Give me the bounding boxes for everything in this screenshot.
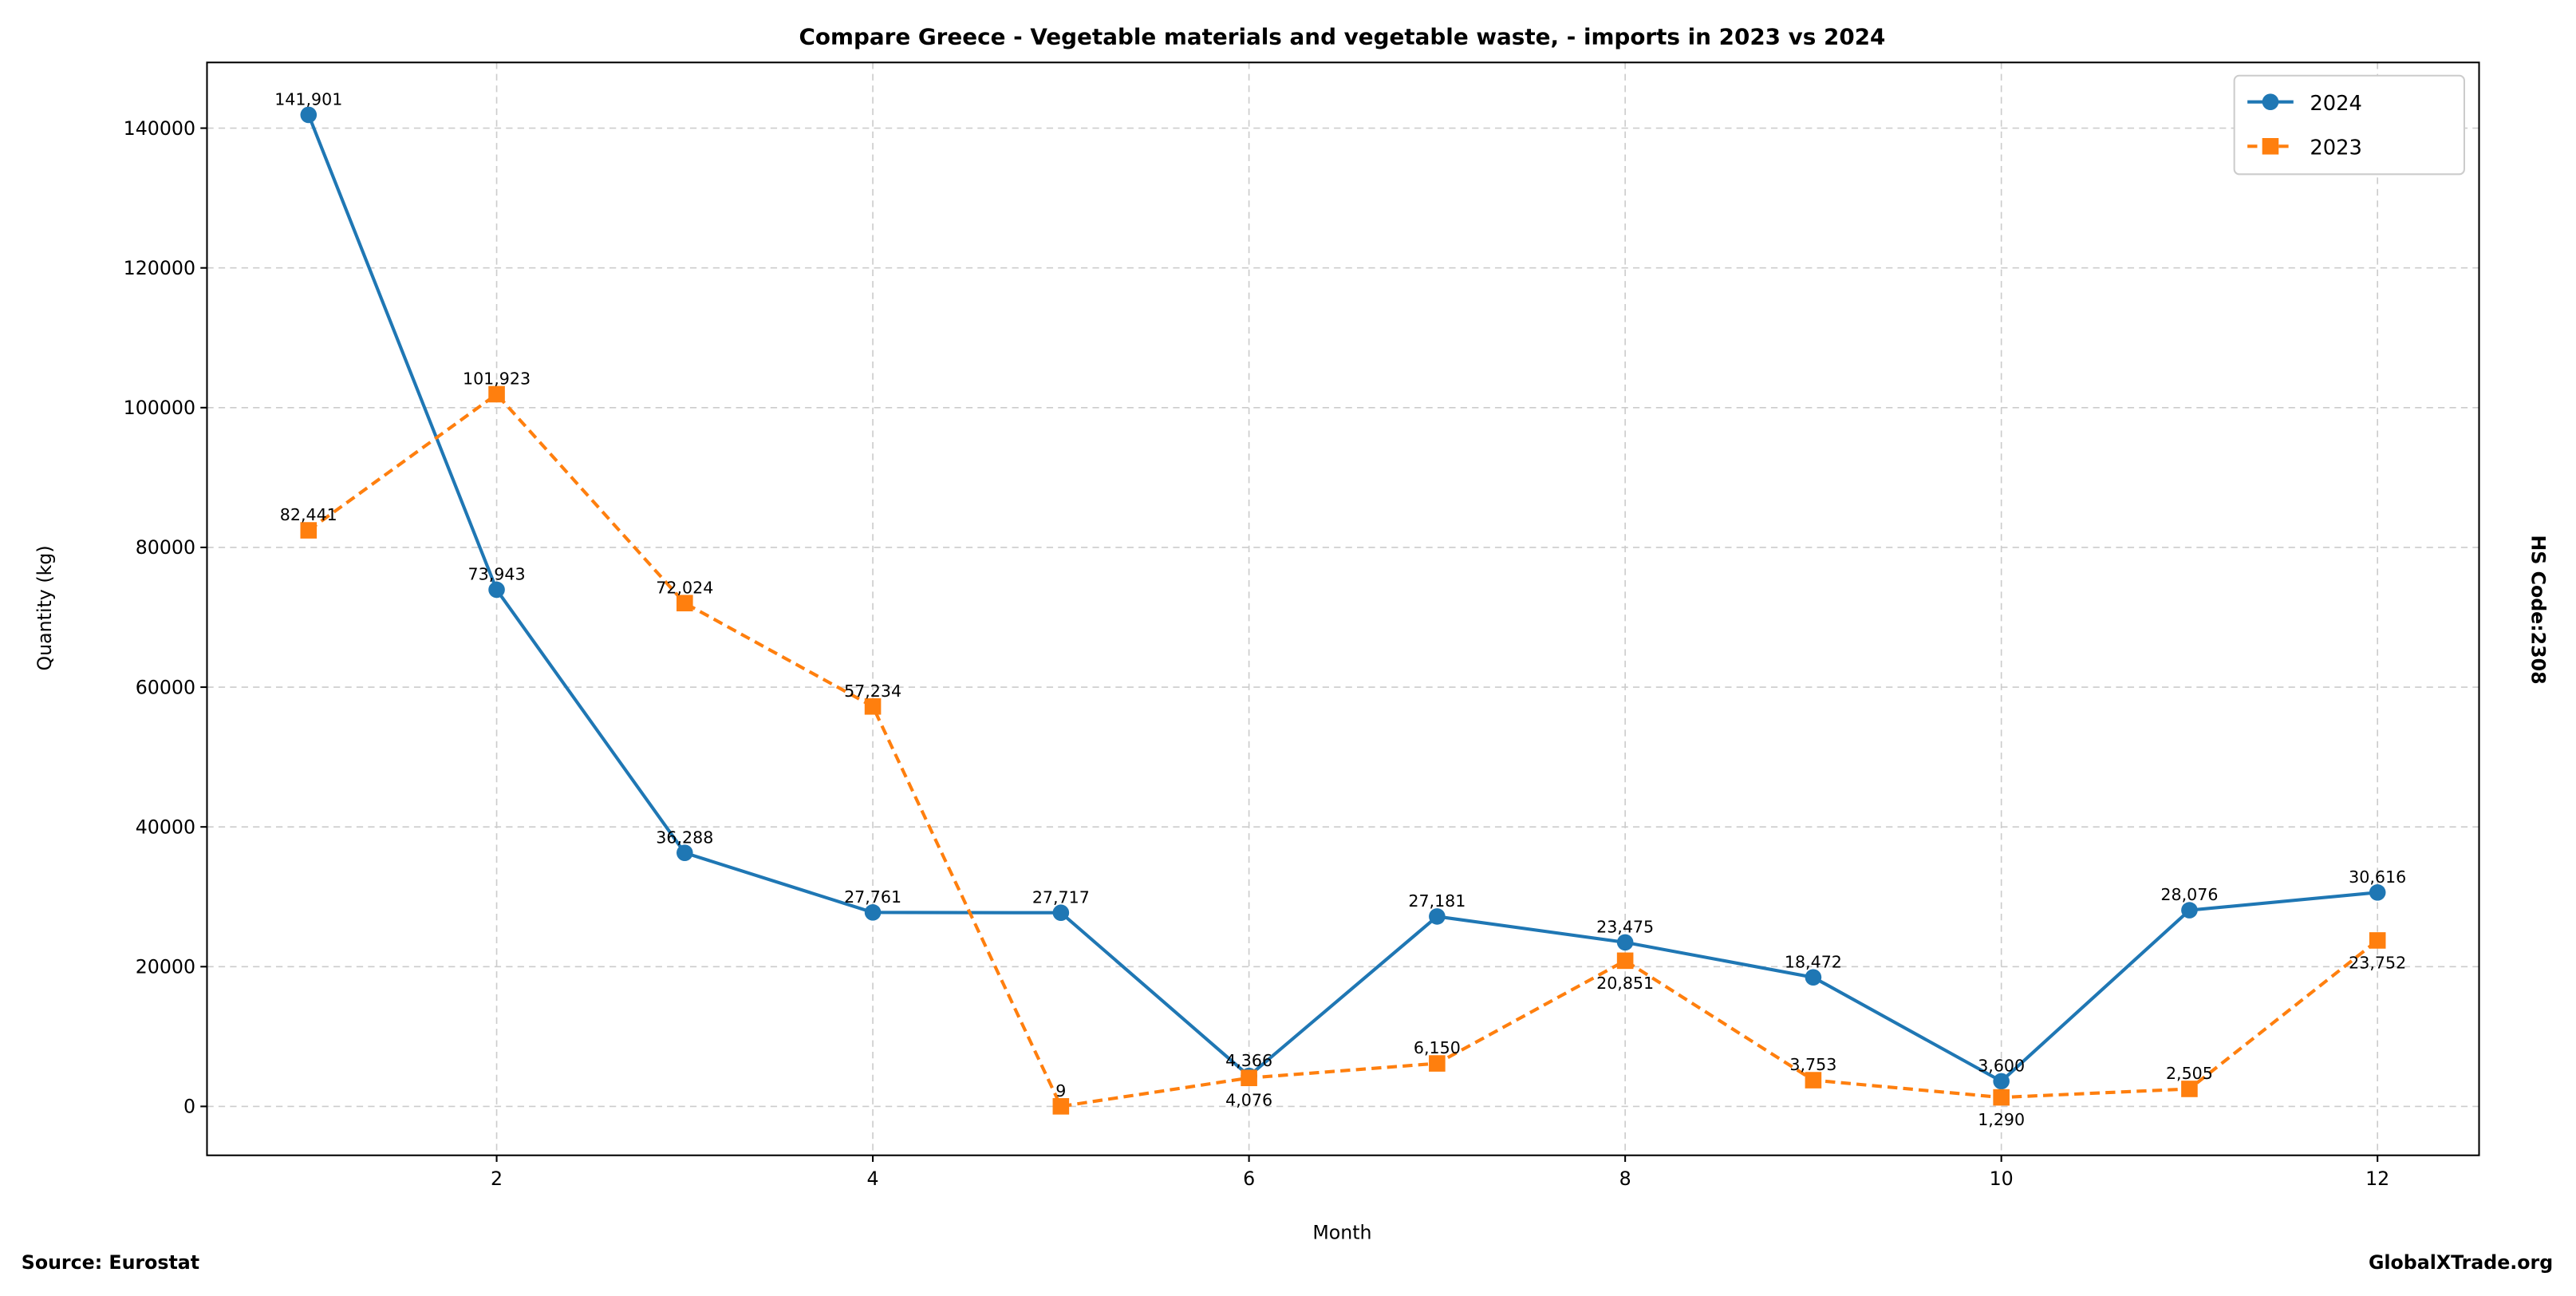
y-tick-label: 20000 (136, 956, 195, 978)
data-label-2024: 27,181 (1408, 891, 1466, 911)
ticks: 2 4 6 8 10 12 0 20000 40000 60000 80000 100000 12000… (124, 117, 2390, 1190)
y-tick-label: 40000 (136, 816, 195, 838)
data-point-2023 (1429, 1055, 1446, 1072)
data-label-2023: 57,234 (844, 682, 901, 701)
x-tick-label: 10 (1990, 1168, 2014, 1190)
data-point-2023 (1993, 1089, 2010, 1106)
data-label-2023: 6,150 (1414, 1038, 1461, 1057)
x-tick-label: 12 (2365, 1168, 2389, 1190)
x-tick-label: 6 (1243, 1168, 1255, 1190)
data-label-2023: 20,851 (1596, 974, 1654, 993)
data-point-2023 (2181, 1081, 2198, 1097)
data-label-2024: 3,600 (1978, 1057, 2025, 1076)
data-point-2024 (1429, 908, 1446, 925)
data-point-2024 (1993, 1073, 2010, 1090)
data-label-2023: 4,076 (1225, 1091, 1272, 1110)
x-tick-label: 8 (1619, 1168, 1631, 1190)
data-label-2023: 72,024 (656, 578, 713, 597)
legend-label-2023: 2023 (2310, 136, 2362, 160)
data-label-2023: 1,290 (1978, 1110, 2025, 1129)
data-point-2023 (1805, 1072, 1822, 1089)
legend: 2024 2023 (2233, 74, 2465, 176)
data-point-2023 (1241, 1069, 1257, 1087)
data-label-2023: 101,923 (463, 369, 531, 389)
data-point-2023 (864, 697, 882, 715)
plot-frame (206, 61, 2480, 1156)
source-label: Source: Eurostat (22, 1251, 199, 1274)
series-layer: 141,901 73,943 36,288 27,761 27,717 4,366 27,1… (274, 90, 2406, 1130)
y-tick-label: 140000 (124, 117, 195, 140)
markers (300, 106, 2386, 1115)
data-point-2023 (1052, 1098, 1070, 1115)
data-label-2024: 27,717 (1032, 887, 1090, 907)
data-point-2024 (677, 844, 693, 861)
data-point-2024 (2369, 884, 2386, 901)
data-point-2023 (2369, 932, 2386, 949)
data-label-2023: 82,441 (280, 505, 337, 524)
data-label-2024: 28,076 (2160, 885, 2218, 904)
watermark: GlobalXTrade.org (2369, 1251, 2553, 1274)
hs-code-label: HS Code:2308 (2527, 535, 2549, 684)
legend-marker-2024 (2262, 93, 2279, 110)
data-label-2024: 141,901 (274, 90, 342, 109)
data-point-2024 (1616, 934, 1634, 951)
data-label-2024: 23,475 (1596, 918, 1654, 937)
data-label-2024: 18,472 (1785, 952, 1842, 971)
lines (306, 114, 2379, 1108)
series-line-2024 (306, 114, 2378, 1084)
data-label-2023: 2,505 (2166, 1064, 2213, 1083)
data-label-2024: 27,761 (844, 887, 901, 907)
data-point-2023 (677, 595, 693, 612)
data-label-2024: 4,366 (1225, 1051, 1272, 1070)
y-tick-label: 80000 (136, 536, 195, 559)
data-point-2024 (1052, 904, 1070, 922)
data-label-2023: 9 (1055, 1081, 1066, 1100)
data-point-2024 (864, 904, 882, 921)
data-label-2023: 3,753 (1789, 1055, 1836, 1074)
y-axis-label: Quantity (kg) (34, 545, 56, 670)
data-label-2024: 73,943 (468, 565, 526, 584)
y-tick-label: 100000 (124, 397, 195, 419)
data-point-2023 (1616, 952, 1634, 970)
series-line-2023 (307, 392, 2379, 1108)
y-tick-label: 0 (183, 1096, 195, 1118)
data-point-2024 (1805, 969, 1822, 986)
chart-title: Compare Greece - Vegetable materials and… (799, 24, 1886, 50)
data-point-2024 (300, 106, 318, 124)
x-axis-label: Month (1312, 1222, 1371, 1244)
data-label-2023: 23,752 (2349, 953, 2406, 972)
y-tick-label: 120000 (124, 257, 195, 279)
y-tick-label: 60000 (136, 676, 195, 698)
legend-label-2024: 2024 (2310, 92, 2362, 116)
data-point-2024 (488, 581, 505, 599)
data-point-2023 (300, 522, 318, 539)
data-point-2024 (2181, 902, 2198, 919)
legend-marker-2023 (2262, 137, 2279, 155)
x-tick-label: 4 (867, 1168, 879, 1190)
data-label-2024: 36,288 (656, 828, 713, 847)
data-point-2023 (488, 385, 505, 403)
data-label-2024: 30,616 (2349, 867, 2406, 887)
x-tick-label: 2 (491, 1168, 503, 1190)
grid (207, 62, 2479, 1156)
data-labels: 141,901 73,943 36,288 27,761 27,717 4,366 27,1… (274, 90, 2406, 1130)
